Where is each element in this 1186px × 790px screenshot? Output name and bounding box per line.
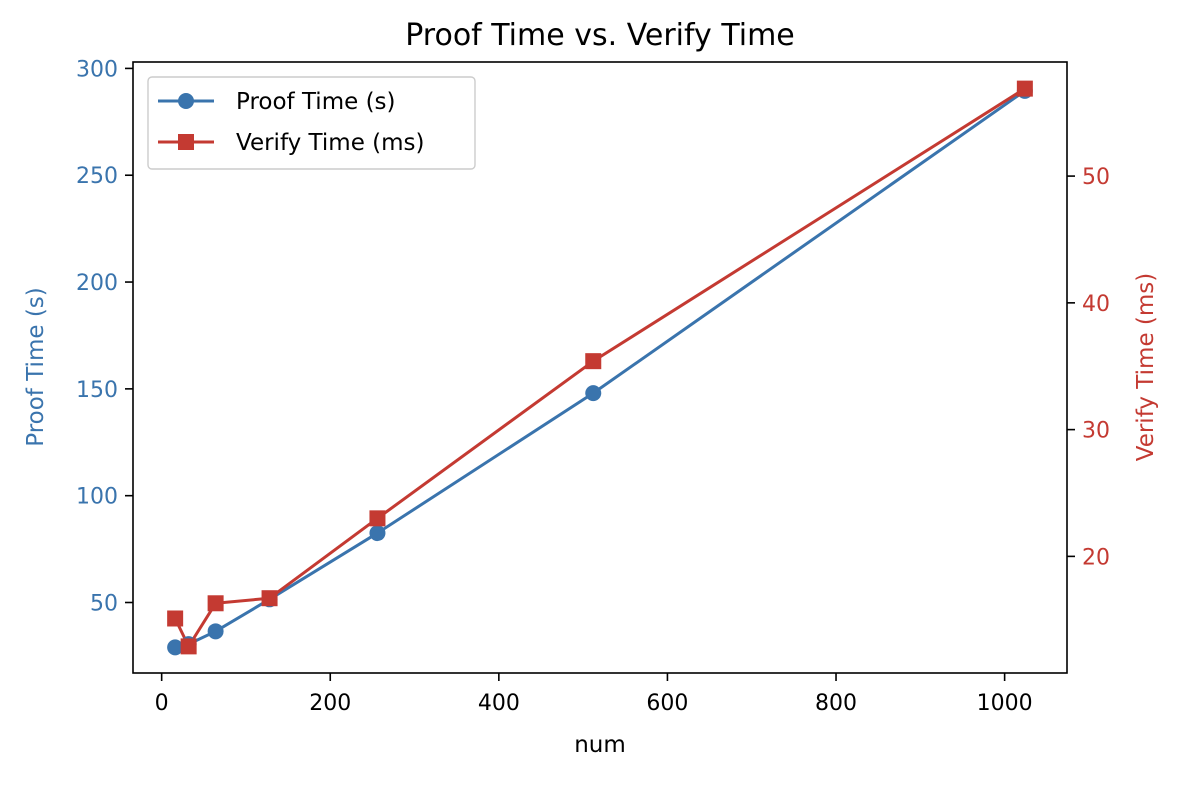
verify-time-point [585,353,602,370]
legend-proof-label: Proof Time (s) [236,89,396,115]
proof-time-point [167,639,184,656]
left-y-tick-label: 300 [76,57,118,82]
legend-proof-marker [178,93,194,109]
left-y-axis-ticks: 50 100 150 200 250 300 [76,57,133,617]
x-tick-label: 0 [155,691,169,716]
legend-verify-label: Verify Time (ms) [236,130,425,156]
verify-time-point [180,638,197,655]
legend: Proof Time (s) Verify Time (ms) [147,76,476,170]
left-y-tick-label: 100 [76,485,118,510]
x-tick-label: 800 [815,691,857,716]
right-y-axis-ticks: 20 30 40 50 [1067,165,1110,570]
right-y-tick-label: 30 [1082,419,1110,444]
left-y-tick-label: 50 [90,592,118,617]
verify-time-point [1016,80,1033,97]
x-tick-label: 1000 [977,691,1033,716]
left-y-tick-label: 250 [76,164,118,189]
plot-area-frame [132,61,1068,674]
x-axis-ticks: 0 200 400 600 800 1000 [155,673,1033,716]
x-tick-label: 600 [646,691,688,716]
left-y-axis-title: Proof Time (s) [23,287,49,447]
legend-frame [147,76,476,170]
x-tick-label: 200 [309,691,351,716]
verify-time-point [261,590,278,607]
right-y-tick-label: 40 [1082,292,1110,317]
chart-title: Proof Time vs. Verify Time [405,18,795,53]
right-y-axis-title: Verify Time (ms) [1133,273,1159,462]
left-y-tick-label: 200 [76,271,118,296]
x-axis-title: num [574,732,626,758]
proof-time-point [207,623,224,640]
legend-verify-marker [178,134,194,150]
left-y-tick-label: 150 [76,378,118,403]
right-y-tick-label: 20 [1082,545,1110,570]
verify-time-point [167,610,184,627]
verify-time-point [207,595,224,612]
series-markers [167,80,1033,656]
x-tick-label: 400 [478,691,520,716]
proof-time-point [585,385,602,402]
verify-time-point [369,510,386,527]
right-y-tick-label: 50 [1082,165,1110,190]
proof-time-point [369,525,386,542]
